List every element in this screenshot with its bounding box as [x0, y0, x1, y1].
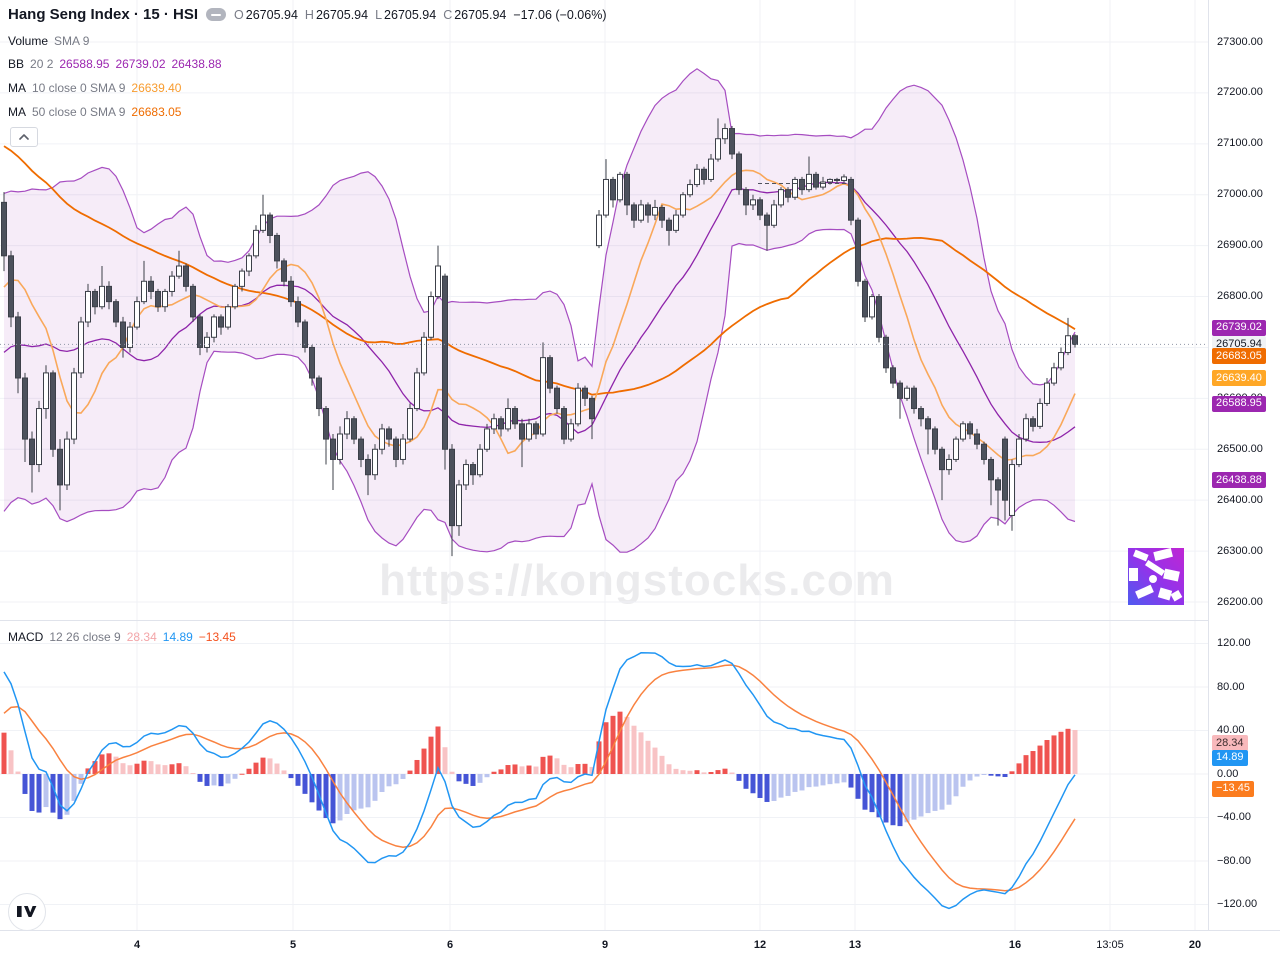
price-badge: 26683.05: [1212, 348, 1266, 365]
time-axis-label: 5: [289, 939, 297, 951]
close-label: C: [443, 7, 453, 22]
time-axis-label: 12: [753, 939, 767, 951]
macd-axis-label: −40.00: [1217, 811, 1251, 823]
legend-bb[interactable]: BB 20 2 26588.95 26739.02 26438.88: [8, 57, 222, 71]
brand-logo: [1128, 548, 1184, 605]
macd-badge: −13.45: [1212, 780, 1254, 797]
ohlc-row: O 26705.94 H 26705.94 L 26705.94 C 26705.94 …: [234, 8, 606, 22]
price-badge: 26588.95: [1212, 395, 1266, 412]
time-axis-label: 6: [446, 939, 454, 951]
time-axis-label: 9: [601, 939, 609, 951]
price-axis-label: 26400.00: [1217, 493, 1263, 506]
high-label: H: [304, 7, 314, 22]
volume-label: Volume: [8, 34, 49, 48]
legend-ma50[interactable]: MA 50 close 0 SMA 9 26683.05: [8, 105, 181, 119]
macd-label: MACD: [8, 630, 44, 644]
time-axis-label: 13:05: [1096, 939, 1124, 951]
volume-params: SMA 9: [54, 34, 90, 48]
time-axis-label: 13: [848, 939, 862, 951]
price-badge: 26739.02: [1212, 319, 1266, 336]
macd-hist-value: 28.34: [126, 630, 157, 644]
macd-axis-label: 40.00: [1217, 724, 1245, 736]
bb-basis-value: 26588.95: [59, 57, 110, 71]
macd-params: 12 26 close 9: [49, 630, 121, 644]
price-axis[interactable]: 27300.00 27200.00 27100.00 27000.00 26900.00…: [1208, 0, 1280, 930]
hide-indicator-icon[interactable]: [206, 8, 227, 21]
high-value: 26705.94: [315, 7, 369, 22]
price-axis-label: 27100.00: [1217, 137, 1263, 150]
macd-axis-label: −120.00: [1217, 898, 1258, 910]
price-pane[interactable]: [1, 68, 1078, 557]
price-badge: 26438.88: [1212, 472, 1266, 489]
price-axis-label: 26900.00: [1217, 239, 1263, 252]
chevron-up-icon: [19, 134, 29, 140]
macd-axis-label: −80.00: [1217, 854, 1251, 867]
collapse-legend-button[interactable]: [10, 127, 38, 147]
bb-label: BB: [8, 57, 25, 71]
bb-lower-value: 26438.88: [171, 57, 222, 71]
time-axis-label: 4: [133, 939, 141, 951]
price-axis-label: 27200.00: [1217, 86, 1263, 99]
bb-upper-line: [3, 68, 1076, 386]
low-label: L: [375, 7, 383, 22]
macd-badge: 28.34: [1212, 735, 1248, 752]
ma50-params: 50 close 0 SMA 9: [32, 105, 126, 119]
ma10-label: MA: [8, 81, 26, 95]
ma50-line: [3, 145, 1076, 396]
macd-badge: 14.89: [1212, 749, 1248, 766]
time-axis-label: 20: [1188, 939, 1202, 951]
macd-axis-label: 80.00: [1217, 680, 1245, 693]
tv-mark-icon: [17, 906, 37, 917]
macd-axis-label: 120.00: [1217, 637, 1251, 649]
bb-lower-line: [3, 228, 1076, 553]
macd-axis-label: 0.00: [1217, 767, 1239, 780]
price-badge: 26639.40: [1212, 370, 1266, 387]
legend-ma10[interactable]: MA 10 close 0 SMA 9 26639.40: [8, 81, 181, 95]
watermark: https://kongstocks.com: [379, 556, 895, 605]
time-axis-label: 16: [1008, 939, 1022, 951]
price-axis-label: 26300.00: [1217, 544, 1263, 557]
legend-volume[interactable]: Volume SMA 9: [8, 34, 89, 48]
price-axis-label: 27000.00: [1217, 188, 1263, 201]
open-value: 26705.94: [245, 7, 298, 22]
bb-params: 20 2: [30, 57, 54, 71]
price-axis-label: 26500.00: [1217, 442, 1263, 455]
pane-separator[interactable]: [0, 620, 1280, 621]
macd-line-value: 14.89: [162, 630, 193, 644]
macd-pane[interactable]: [1, 652, 1078, 910]
price-axis-label: 26800.00: [1217, 290, 1263, 303]
symbol-header[interactable]: Hang Seng Index · 15 · HSI O 26705.94 H 26…: [8, 6, 606, 23]
legend-macd[interactable]: MACD 12 26 close 9 28.34 14.89 −13.45: [8, 630, 236, 644]
tradingview-logo[interactable]: [8, 893, 46, 931]
macd-histogram: [1, 711, 1078, 827]
change-value: −17.06 (−0.06%): [513, 7, 607, 22]
ma50-value: 26683.05: [131, 105, 182, 119]
macd-signal-line: [3, 664, 1076, 892]
bb-upper-value: 26739.02: [115, 57, 166, 71]
price-axis-label: 27300.00: [1217, 35, 1263, 48]
price-axis-label: 26200.00: [1217, 595, 1263, 608]
grid-lines: [0, 0, 1208, 930]
time-axis[interactable]: 4 5 6 9 12 13 16 13:05 20: [0, 930, 1280, 960]
macd-signal-value: −13.45: [198, 630, 236, 644]
ma10-params: 10 close 0 SMA 9: [32, 81, 126, 95]
ma10-value: 26639.40: [131, 81, 182, 95]
symbol-title: Hang Seng Index · 15 · HSI: [8, 6, 199, 23]
ma50-label: MA: [8, 105, 26, 119]
low-value: 26705.94: [384, 7, 437, 22]
close-value: 26705.94: [454, 7, 507, 22]
candles-layer: [1, 118, 1078, 557]
macd-main-line: [3, 652, 1076, 910]
ma10-line: [3, 169, 1076, 461]
open-label: O: [234, 7, 244, 22]
